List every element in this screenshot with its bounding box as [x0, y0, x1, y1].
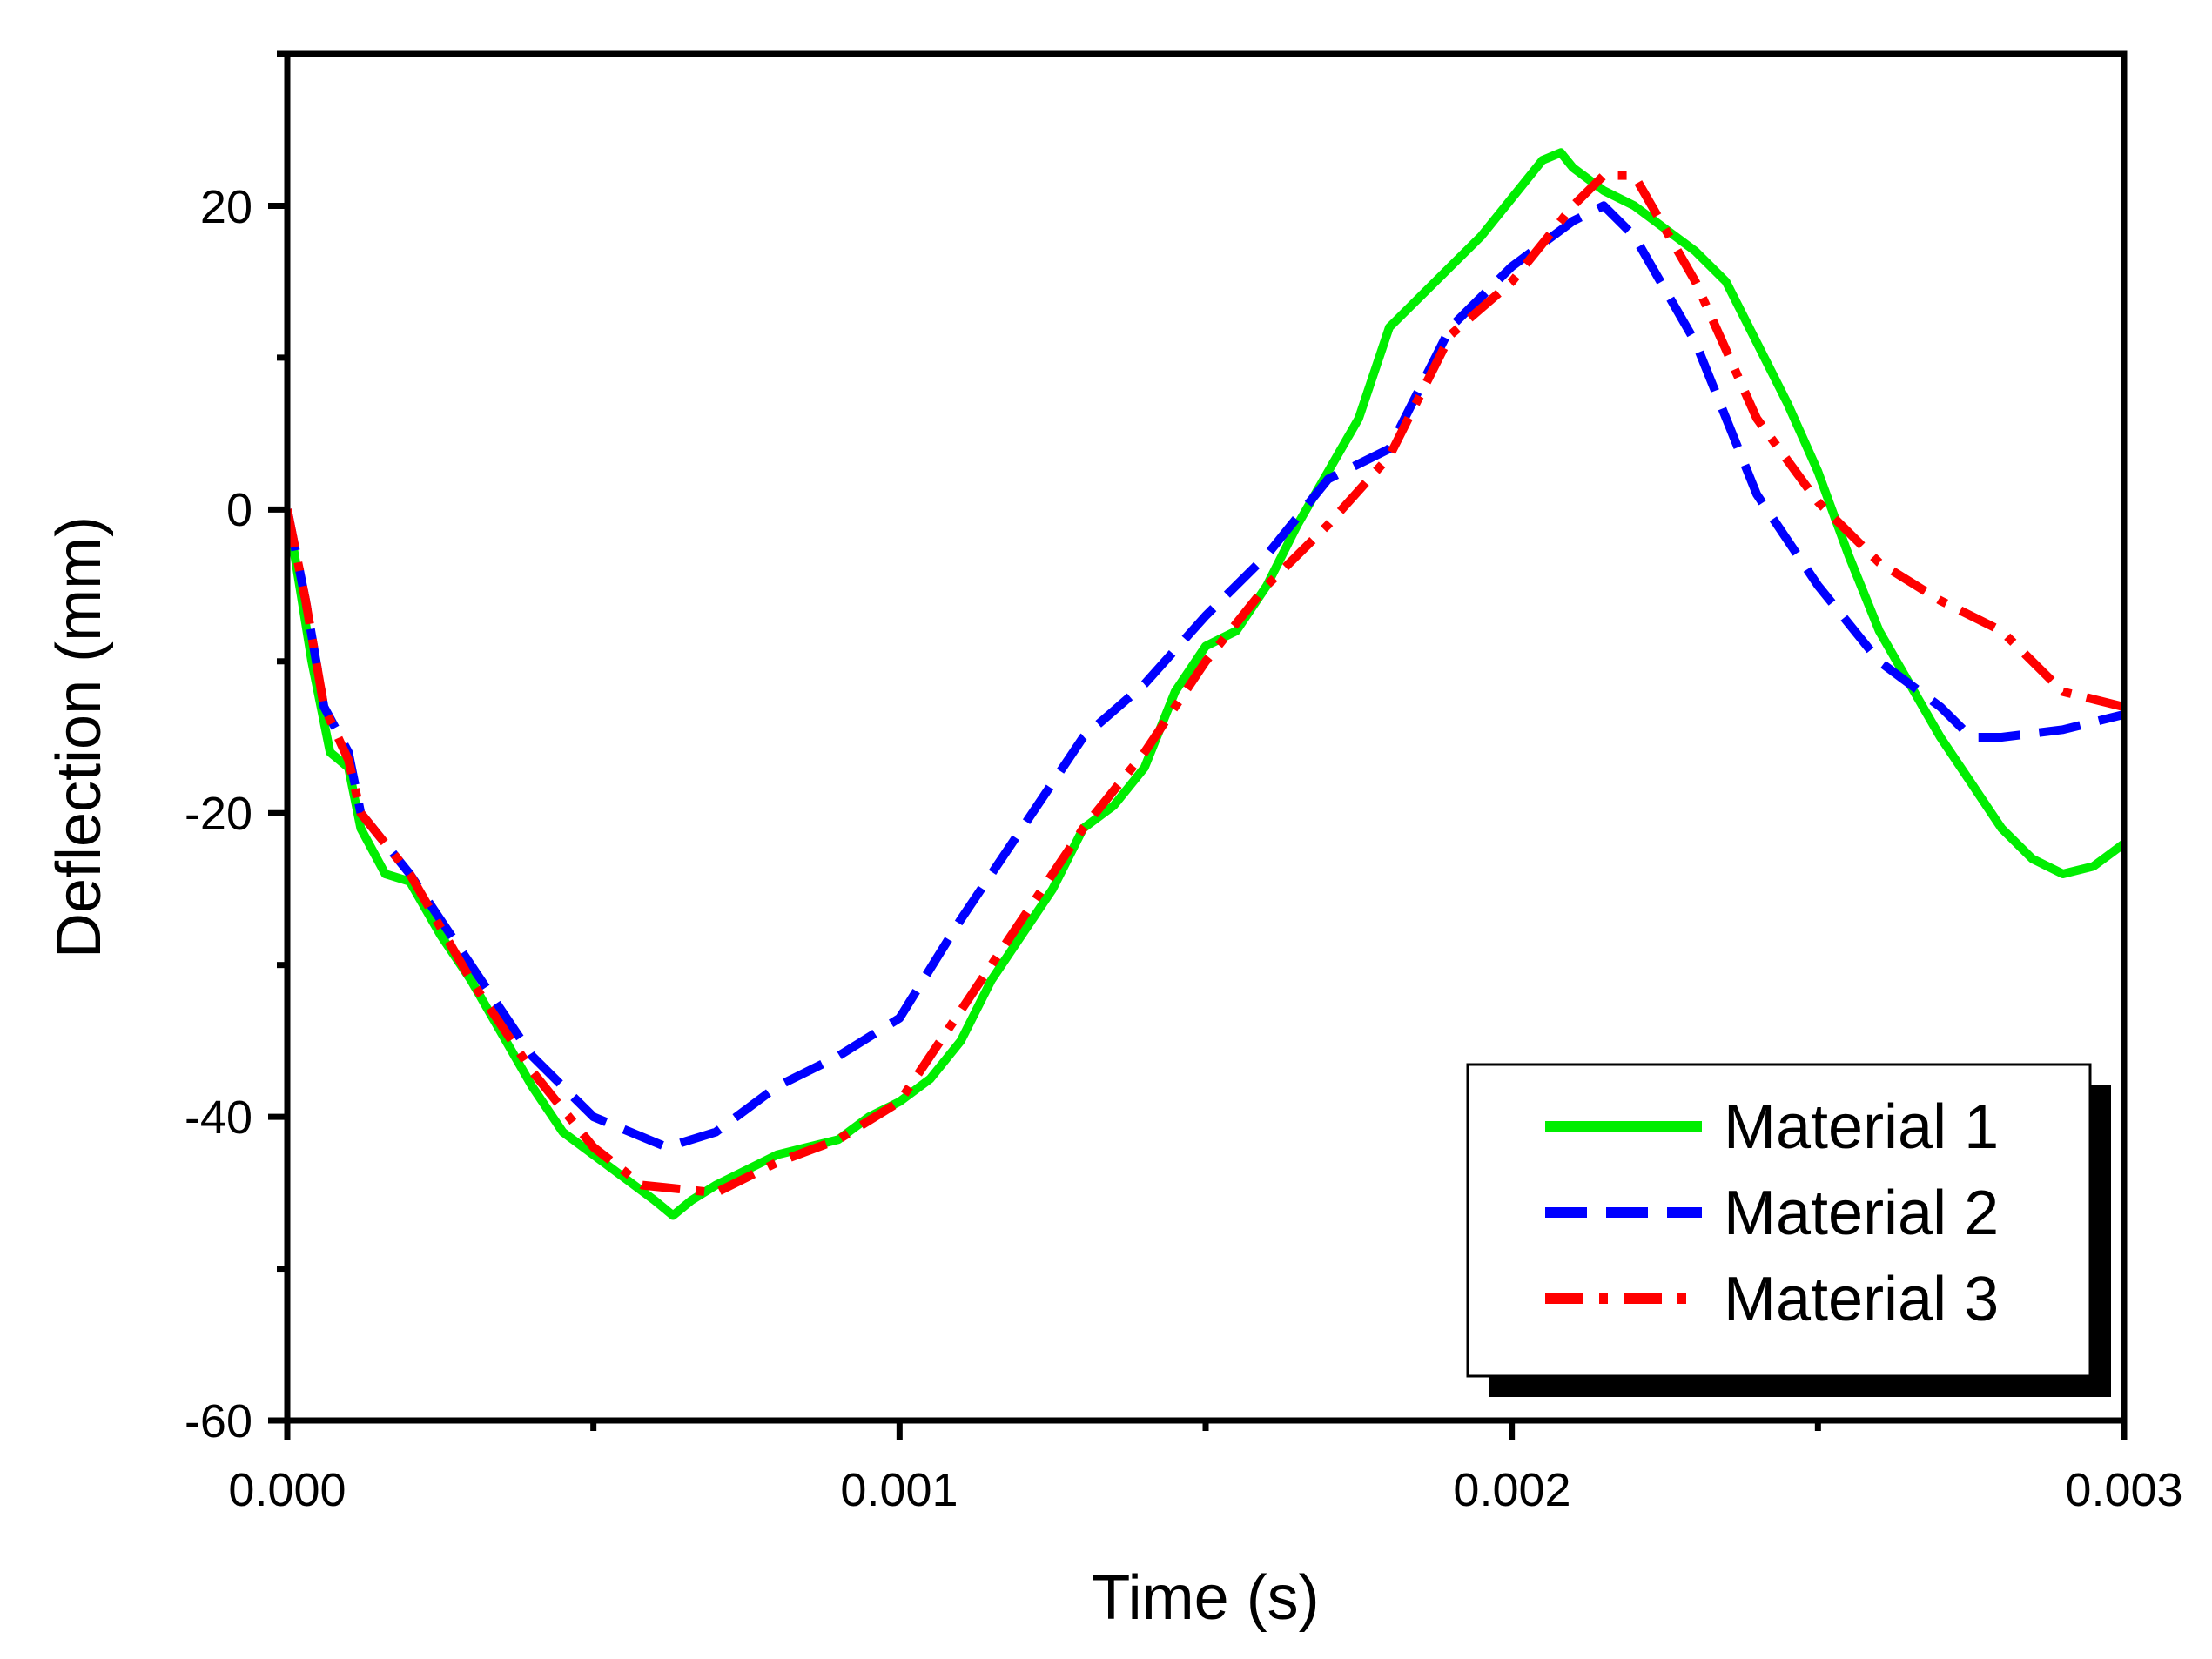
- legend-label-material-3: Material 3: [1724, 1265, 1999, 1334]
- series-line-material-1: [287, 148, 2124, 1220]
- legend-label-material-1: Material 1: [1724, 1092, 1999, 1162]
- y-tick-label: -40: [185, 1091, 252, 1144]
- series-line-material-3: [287, 171, 2124, 1198]
- legend-box: [1466, 1063, 2092, 1378]
- series-line-material-2: [287, 201, 2124, 1152]
- y-tick-label: 0: [226, 484, 252, 536]
- legend: Material 1 Material 2 Material 3: [1466, 1063, 2111, 1397]
- tick-layer: [268, 50, 2128, 1440]
- y-tick-label: 20: [200, 181, 252, 233]
- y-tick-labels: -60 -40 -20 0 20: [185, 181, 252, 1447]
- x-axis-title: Time (s): [1092, 1563, 1319, 1633]
- y-tick-label: -20: [185, 788, 252, 840]
- x-tick-label: 0.003: [2065, 1464, 2182, 1516]
- x-tick-labels: 0.000 0.001 0.002 0.003: [228, 1464, 2182, 1516]
- x-tick-label: 0.002: [1453, 1464, 1570, 1516]
- series-layer: [287, 148, 2124, 1220]
- x-tick-label: 0.000: [228, 1464, 346, 1516]
- y-tick-label: -60: [185, 1395, 252, 1447]
- legend-label-material-2: Material 2: [1724, 1179, 1999, 1248]
- y-axis-title: Deflection (mm): [44, 516, 114, 958]
- x-tick-label: 0.001: [840, 1464, 958, 1516]
